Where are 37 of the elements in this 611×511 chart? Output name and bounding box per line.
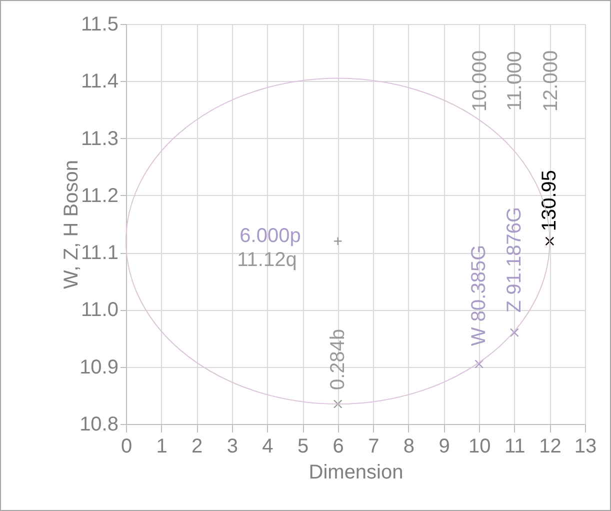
x-tick-label: 8	[403, 436, 415, 458]
y-tick-label: 11.1	[81, 242, 118, 264]
x-tick-label: 6	[332, 436, 344, 458]
annotation: 11.12q	[237, 249, 297, 272]
x-tick-label: 12	[539, 436, 562, 458]
annotation: W 80.385G	[468, 244, 490, 346]
x-tick-label: 10	[468, 436, 491, 458]
y-tick-label: 11.2	[81, 184, 118, 207]
y-tick-label: 11.3	[81, 128, 118, 150]
y-tick-label: 10.8	[80, 414, 118, 436]
x-tick-label: 13	[574, 436, 597, 458]
point	[510, 328, 519, 338]
point	[545, 236, 554, 246]
x-tick-label: 9	[438, 436, 450, 458]
annotation: Z 91.1876G	[503, 206, 526, 313]
x-tick-label: 3	[226, 436, 238, 458]
x-axis-title: Dimension	[308, 462, 404, 484]
x-tick-label: 5	[297, 436, 309, 458]
point	[333, 236, 342, 246]
y-tick-label: 10.9	[80, 356, 118, 378]
y-tick-label: 11.0	[81, 299, 118, 322]
y-tick-label: 11.5	[81, 14, 118, 36]
x-tick-label: 0	[120, 436, 132, 458]
y-tick-label: 11.4	[81, 70, 118, 93]
x-tick-label: 11	[504, 436, 526, 458]
annotation: 0.284b	[326, 328, 349, 390]
x-tick-label: 4	[262, 436, 274, 458]
point	[474, 360, 484, 368]
annotation: 10.000	[469, 50, 491, 112]
x-tick-label: 7	[368, 436, 380, 458]
x-tick-label: 1	[156, 436, 168, 458]
annotation: 11.000	[504, 51, 526, 111]
annotation: 12.000	[540, 50, 562, 112]
annotation: 6.000p	[240, 225, 301, 248]
annotation: 130.95	[538, 170, 561, 232]
y-axis-title: W, Z, H Boson	[60, 160, 83, 289]
x-tick-label: 2	[192, 436, 203, 458]
